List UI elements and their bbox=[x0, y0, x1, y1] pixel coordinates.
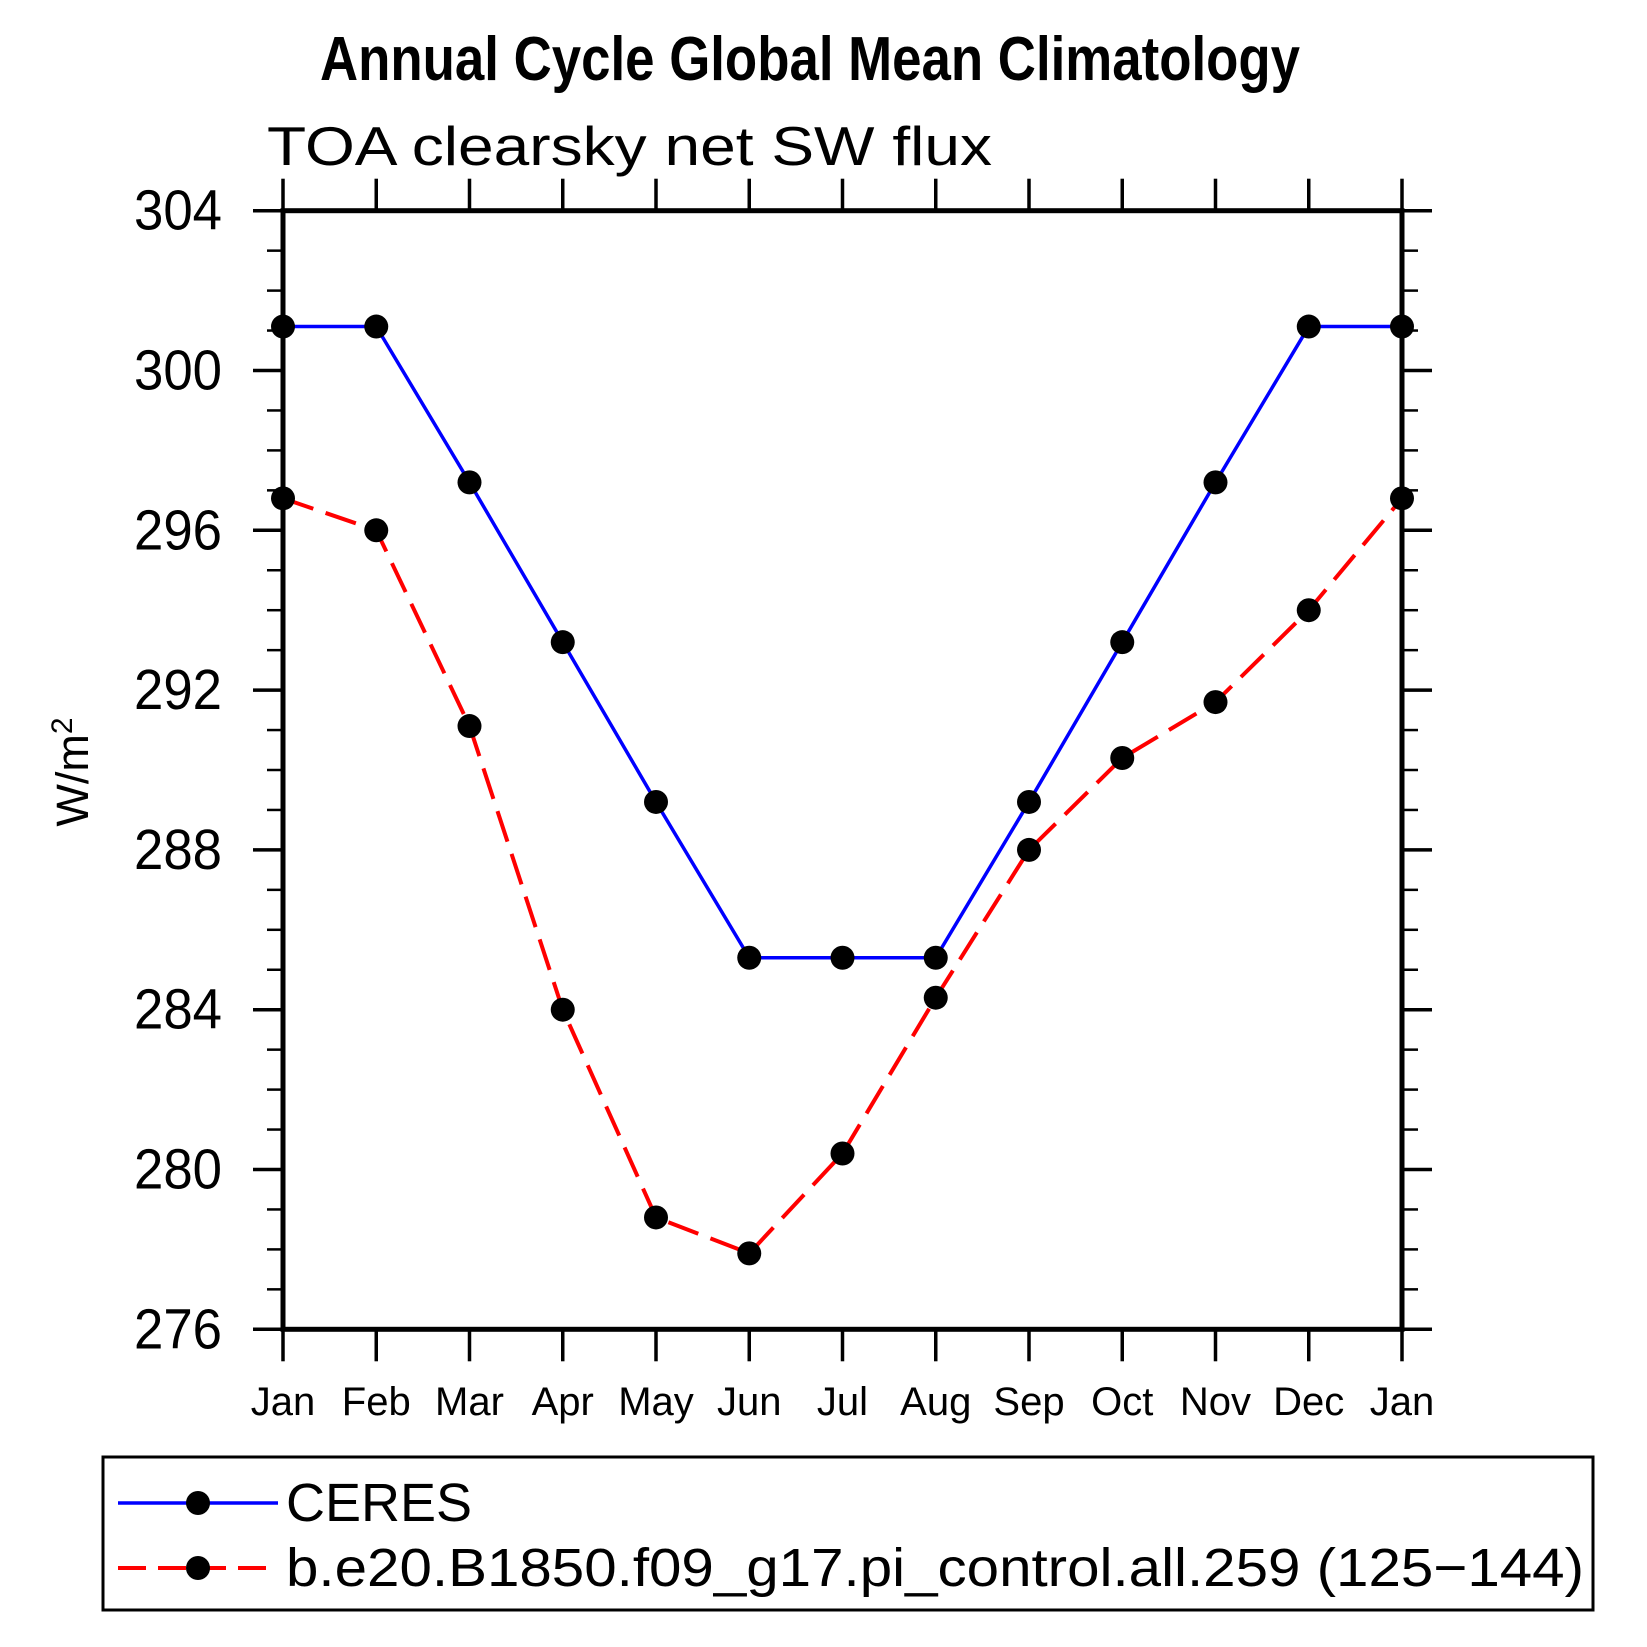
data-point-marker bbox=[1017, 837, 1041, 862]
x-tick-label: Jan bbox=[1370, 1380, 1435, 1424]
data-point-marker bbox=[737, 945, 762, 970]
x-tick-label: Feb bbox=[342, 1380, 411, 1424]
data-point-marker bbox=[830, 1141, 855, 1166]
chart-title: Annual Cycle Global Mean Climatology bbox=[320, 25, 1300, 94]
data-point-marker bbox=[271, 314, 295, 339]
chart-subtitle: TOA clearsky net SW flux bbox=[267, 115, 992, 177]
y-axis-ticks bbox=[253, 208, 1432, 1332]
data-point-marker bbox=[923, 985, 948, 1010]
y-tick-label: 280 bbox=[134, 1138, 222, 1202]
x-tick-label: Nov bbox=[1180, 1380, 1251, 1424]
x-axis-ticks bbox=[281, 178, 1404, 1362]
data-point-marker bbox=[364, 518, 389, 543]
data-point-marker bbox=[923, 945, 948, 970]
x-tick-label: Mar bbox=[435, 1380, 504, 1424]
data-point-marker bbox=[1296, 314, 1321, 339]
legend-label-ceres: CERES bbox=[286, 1473, 472, 1533]
x-tick-label: Apr bbox=[532, 1380, 594, 1424]
y-axis-title: W/m2 bbox=[46, 717, 98, 826]
y-tick-label: 276 bbox=[134, 1297, 222, 1361]
legend-label-model: b.e20.B1850.f09_g17.pi_control.all.259 (… bbox=[286, 1538, 1584, 1598]
data-point-marker bbox=[550, 997, 575, 1022]
series-markers bbox=[271, 314, 1414, 1266]
data-point-marker bbox=[737, 1241, 762, 1266]
x-tick-label: Jun bbox=[717, 1380, 782, 1424]
x-tick-label: May bbox=[618, 1380, 694, 1424]
x-tick-label: Jul bbox=[817, 1380, 868, 1424]
data-point-marker bbox=[1110, 630, 1135, 655]
data-point-marker bbox=[1203, 690, 1228, 715]
y-tick-label: 284 bbox=[134, 978, 222, 1042]
data-point-marker bbox=[1110, 746, 1135, 771]
data-point-marker bbox=[1203, 470, 1228, 495]
data-point-marker bbox=[457, 714, 482, 739]
legend-marker-dot bbox=[186, 1491, 210, 1515]
data-point-marker bbox=[1017, 789, 1041, 814]
x-tick-label: Oct bbox=[1091, 1380, 1153, 1424]
series-lines bbox=[282, 324, 1404, 1256]
x-tick-label: Dec bbox=[1273, 1380, 1344, 1424]
x-tick-labels: Jan Feb Mar Apr May Jun Jul Aug Sep Oct Nov Dec Jan bbox=[251, 1380, 1435, 1424]
data-point-marker bbox=[830, 945, 855, 970]
data-point-marker bbox=[644, 789, 668, 814]
legend-box bbox=[101, 1455, 1595, 1612]
legend: CERES b.e20.B1850.f09_g17.pi_control.all… bbox=[101, 1455, 1595, 1612]
y-tick-label: 300 bbox=[134, 339, 222, 403]
y-tick-label: 292 bbox=[134, 658, 222, 722]
y-tick-labels: 276 280 284 288 292 296 300 304 bbox=[134, 179, 222, 1362]
y-tick-label: 296 bbox=[134, 498, 222, 562]
x-tick-label: Sep bbox=[993, 1380, 1064, 1424]
data-point-marker bbox=[1390, 486, 1414, 511]
x-tick-label: Aug bbox=[900, 1380, 971, 1424]
legend-marker-dot bbox=[186, 1556, 210, 1580]
x-tick-label: Jan bbox=[251, 1380, 316, 1424]
data-point-marker bbox=[271, 486, 295, 511]
data-point-marker bbox=[457, 470, 482, 495]
series-line-model bbox=[282, 496, 1404, 1256]
data-point-marker bbox=[1390, 314, 1414, 339]
data-point-marker bbox=[364, 314, 389, 339]
data-point-marker bbox=[1296, 598, 1321, 623]
data-point-marker bbox=[550, 630, 575, 655]
y-tick-label: 288 bbox=[134, 818, 222, 882]
data-point-marker bbox=[644, 1205, 668, 1230]
legend-samples bbox=[118, 1491, 278, 1580]
y-tick-label: 304 bbox=[134, 179, 222, 243]
series-line-ceres bbox=[283, 324, 1402, 960]
